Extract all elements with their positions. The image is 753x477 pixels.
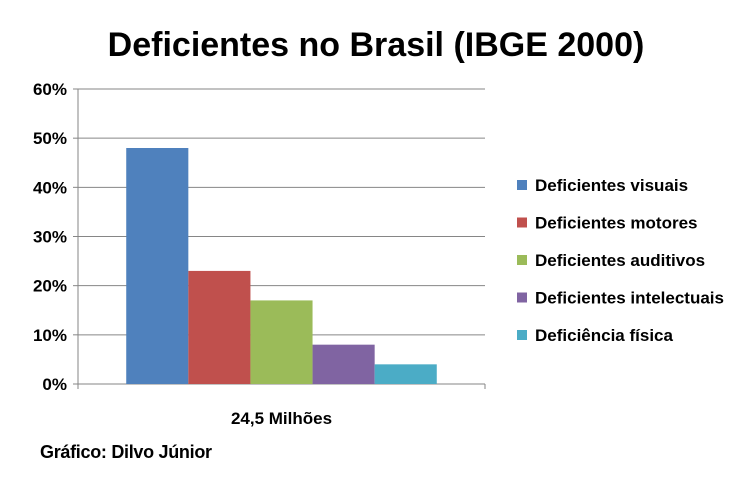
legend-label: Deficientes visuais [535, 176, 688, 195]
y-axis-tick-label: 10% [33, 326, 67, 345]
chart-title: Deficientes no Brasil (IBGE 2000) [108, 26, 645, 64]
legend-item: Deficientes motores [517, 214, 698, 233]
legend-label: Deficiência física [535, 326, 674, 345]
bar-deficientes-intelectuais [312, 344, 375, 384]
chart-credit: Gráfico: Dilvo Júnior [40, 442, 212, 462]
legend-swatch [517, 255, 527, 265]
bars [126, 148, 437, 384]
bar-deficientes-auditivos [250, 300, 313, 384]
bar-deficientes-visuais [126, 148, 189, 384]
legend-item: Deficiência física [517, 326, 674, 345]
y-axis-tick-label: 40% [33, 178, 67, 197]
legend-label: Deficientes intelectuais [535, 289, 724, 308]
legend-label: Deficientes auditivos [535, 251, 705, 270]
y-axis-tick-label: 30% [33, 228, 67, 247]
y-axis-tick-label: 0% [42, 375, 67, 394]
y-axis-tick-label: 60% [33, 80, 67, 99]
bar-deficientes-motores [188, 270, 251, 384]
legend-swatch [517, 180, 527, 190]
y-axis-tick-label: 50% [33, 129, 67, 148]
x-axis-tick-labels: 24,5 Milhões [231, 409, 332, 428]
legend-item: Deficientes auditivos [517, 251, 705, 270]
legend-label: Deficientes motores [535, 214, 698, 233]
y-axis-tick-label: 20% [33, 277, 67, 296]
x-axis-tick-label: 24,5 Milhões [231, 409, 332, 428]
legend-swatch [517, 217, 527, 228]
legend: Deficientes visuais Deficientes motores De… [517, 176, 724, 345]
legend-item: Deficientes intelectuais [517, 289, 724, 308]
y-axis-tick-labels: 0% 10% 20% 30% 40% 50% 60% [33, 80, 67, 394]
legend-swatch [517, 330, 527, 340]
legend-item: Deficientes visuais [517, 176, 688, 195]
bar-defici-ncia-f-sica [374, 364, 437, 384]
legend-swatch [517, 292, 527, 303]
